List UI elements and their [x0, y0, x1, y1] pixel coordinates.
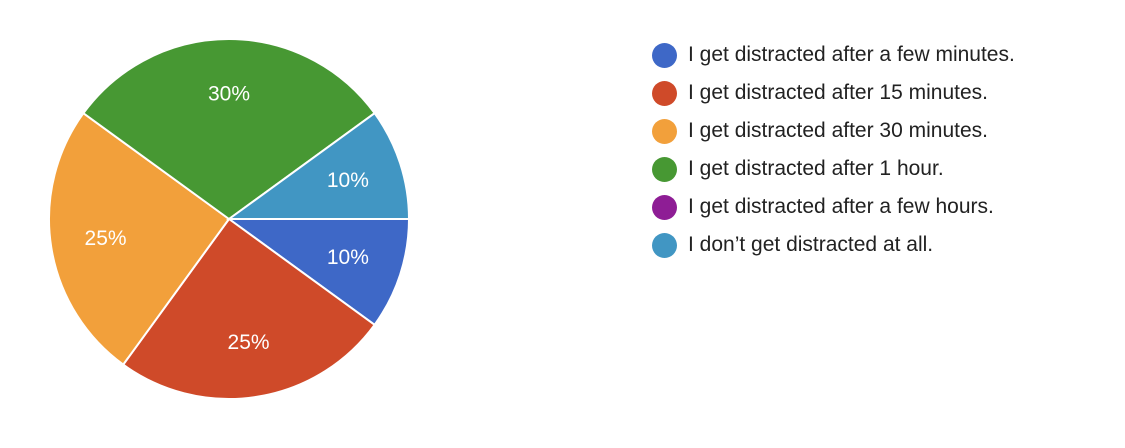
legend-swatch [652, 156, 677, 182]
legend-swatch [652, 232, 677, 258]
legend-item[interactable]: I get distracted after a few minutes. [652, 36, 1015, 74]
pie-slice[interactable] [121, 217, 377, 400]
legend-item[interactable]: I get distracted after 30 minutes. [652, 112, 1015, 150]
pie-slice[interactable] [225, 218, 411, 327]
pie-slice[interactable] [81, 38, 377, 221]
legend-swatch [652, 194, 677, 220]
legend-swatch [652, 118, 677, 144]
slice-label: 10% [327, 246, 369, 269]
legend-label: I get distracted after a few minutes. [688, 43, 1015, 66]
legend-item[interactable]: I don’t get distracted at all. [652, 226, 1015, 264]
legend-item[interactable]: I get distracted after a few hours. [652, 188, 1015, 226]
pie-slice[interactable] [225, 111, 411, 220]
legend-item[interactable]: I get distracted after 15 minutes. [652, 74, 1015, 112]
chart-legend: I get distracted after a few minutes. I g… [652, 36, 1015, 264]
pie-slice-labels: 10% 25% 25% 30% 10% [85, 83, 369, 354]
legend-swatch [652, 80, 677, 106]
legend-swatch [652, 42, 677, 68]
legend-label: I get distracted after 1 hour. [688, 157, 944, 180]
slice-label: 10% [327, 169, 369, 192]
slice-label: 25% [85, 227, 127, 250]
legend-label: I don’t get distracted at all. [688, 233, 934, 256]
pie-slices [48, 38, 411, 400]
slice-label: 25% [228, 331, 270, 354]
legend-label: I get distracted after 30 minutes. [688, 119, 988, 142]
pie-slice[interactable] [48, 111, 231, 367]
legend-label: I get distracted after a few hours. [688, 195, 994, 218]
legend-label: I get distracted after 15 minutes. [688, 81, 988, 104]
slice-label: 30% [208, 83, 250, 106]
legend-item[interactable]: I get distracted after 1 hour. [652, 150, 1015, 188]
